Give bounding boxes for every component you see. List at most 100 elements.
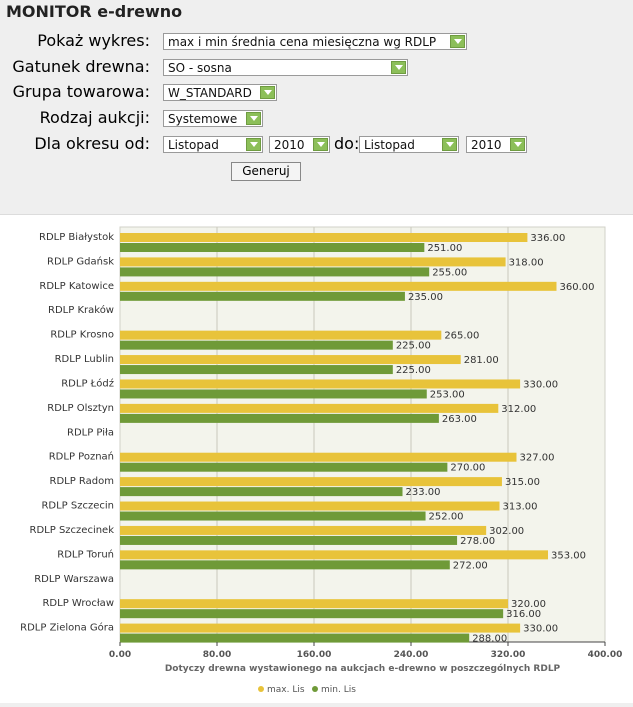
tick-label: 320.00: [491, 650, 526, 660]
data-label: 288.00: [472, 634, 507, 645]
group-label: Grupa towarowa:: [12, 82, 150, 101]
to-month-select[interactable]: Listopad: [359, 136, 459, 153]
data-label: 253.00: [430, 389, 465, 400]
data-label: 265.00: [444, 331, 479, 342]
tick-label: 80.00: [203, 650, 231, 660]
data-label: 252.00: [429, 512, 464, 523]
bar-max: [120, 403, 499, 413]
bar-min: [120, 487, 403, 497]
data-label: 270.00: [450, 463, 485, 474]
bar-max: [120, 525, 487, 535]
category-label: RDLP Szczecin: [41, 501, 114, 512]
bar-min: [120, 389, 427, 399]
category-label: RDLP Gdańsk: [47, 255, 114, 267]
data-label: 263.00: [442, 414, 477, 425]
category-label: RDLP Radom: [50, 476, 115, 487]
bar-chart: RDLP Białystok 336.00 251.00 RDLP Gdańsk 318…: [20, 226, 623, 695]
category-label: RDLP Wrocław: [42, 598, 114, 609]
bar-max: [120, 281, 557, 291]
data-label: 255.00: [432, 267, 467, 278]
from-month-value: Listopad: [168, 138, 219, 152]
chevron-down-icon: [246, 112, 261, 125]
category-label: RDLP Toruń: [57, 548, 114, 560]
chevron-down-icon: [442, 138, 457, 151]
generate-button[interactable]: Generuj: [231, 162, 301, 181]
bar-max: [120, 379, 521, 389]
legend-item: min. Lis: [321, 685, 356, 695]
bar-max: [120, 355, 461, 365]
group-select[interactable]: W_STANDARD: [163, 84, 277, 101]
from-month-select[interactable]: Listopad: [163, 136, 263, 153]
group-value: W_STANDARD: [168, 86, 252, 100]
data-label: 235.00: [408, 292, 443, 303]
x-axis-title: Dotyczy drewna wystawionego na aukcjach …: [165, 663, 561, 674]
bar-max: [120, 452, 517, 462]
to-label: do:: [334, 134, 360, 153]
category-label: RDLP Zielona Góra: [20, 622, 114, 634]
tick-label: 0.00: [109, 650, 131, 660]
bar-min: [120, 413, 439, 423]
tick-label: 160.00: [297, 650, 332, 660]
data-label: 251.00: [427, 243, 462, 254]
species-value: SO - sosna: [168, 61, 232, 75]
bar-max: [120, 623, 521, 633]
category-label: RDLP Szczecinek: [30, 525, 115, 536]
data-label: 272.00: [453, 560, 488, 571]
bar-max: [120, 330, 442, 340]
bar-min: [120, 560, 450, 570]
bar-min: [120, 340, 393, 350]
data-label: 313.00: [503, 502, 538, 513]
chevron-down-icon: [510, 138, 525, 151]
chevron-down-icon: [391, 61, 406, 74]
legend-item: max. Lis: [267, 685, 305, 695]
data-label: 225.00: [396, 341, 431, 352]
bar-min: [120, 365, 393, 375]
bar-min: [120, 243, 425, 252]
category-label: RDLP Krosno: [50, 330, 114, 341]
category-label: RDLP Kraków: [48, 304, 114, 316]
data-label: 360.00: [560, 282, 595, 293]
to-year-select[interactable]: 2010: [466, 136, 527, 153]
bar-min: [120, 511, 426, 521]
bar-max: [120, 501, 500, 511]
to-year-value: 2010: [471, 138, 502, 152]
chart-type-value: max i min średnia cena miesięczna wg RDL…: [168, 35, 437, 49]
category-label: RDLP Poznań: [49, 451, 114, 463]
chevron-down-icon: [246, 138, 261, 151]
data-label: 281.00: [464, 355, 499, 366]
bar-min: [120, 291, 405, 301]
bar-max: [120, 599, 508, 609]
category-label: RDLP Olsztyn: [47, 403, 114, 414]
from-year-value: 2010: [274, 138, 305, 152]
chevron-down-icon: [313, 138, 328, 151]
species-select[interactable]: SO - sosna: [163, 59, 408, 76]
data-label: 330.00: [523, 379, 558, 390]
data-label: 316.00: [506, 609, 541, 620]
bar-min: [120, 267, 430, 277]
data-label: 318.00: [509, 257, 544, 268]
chevron-down-icon: [450, 35, 465, 48]
chart-panel: RDLP Białystok 336.00 251.00 RDLP Gdańsk 318…: [0, 214, 633, 703]
bar-min: [120, 633, 470, 643]
chart-type-select[interactable]: max i min średnia cena miesięczna wg RDL…: [163, 33, 467, 50]
species-label: Gatunek drewna:: [12, 57, 150, 76]
to-month-value: Listopad: [364, 138, 415, 152]
auction-select[interactable]: Systemowe: [163, 110, 263, 127]
data-label: 336.00: [530, 233, 565, 244]
bar-max: [120, 233, 528, 242]
legend-marker: [258, 686, 264, 692]
data-label: 302.00: [489, 526, 524, 537]
page-title: MONITOR e-drewno: [6, 2, 183, 21]
category-label: RDLP Łódź: [61, 377, 114, 389]
data-label: 320.00: [511, 599, 546, 610]
data-label: 278.00: [460, 536, 495, 547]
tick-label: 400.00: [588, 650, 623, 660]
data-label: 353.00: [551, 550, 586, 561]
category-label: RDLP Katowice: [39, 281, 114, 292]
bar-max: [120, 477, 502, 487]
data-label: 315.00: [505, 477, 540, 488]
data-label: 327.00: [519, 453, 554, 464]
data-label: 330.00: [523, 624, 558, 635]
from-year-select[interactable]: 2010: [269, 136, 330, 153]
chevron-down-icon: [260, 86, 275, 99]
